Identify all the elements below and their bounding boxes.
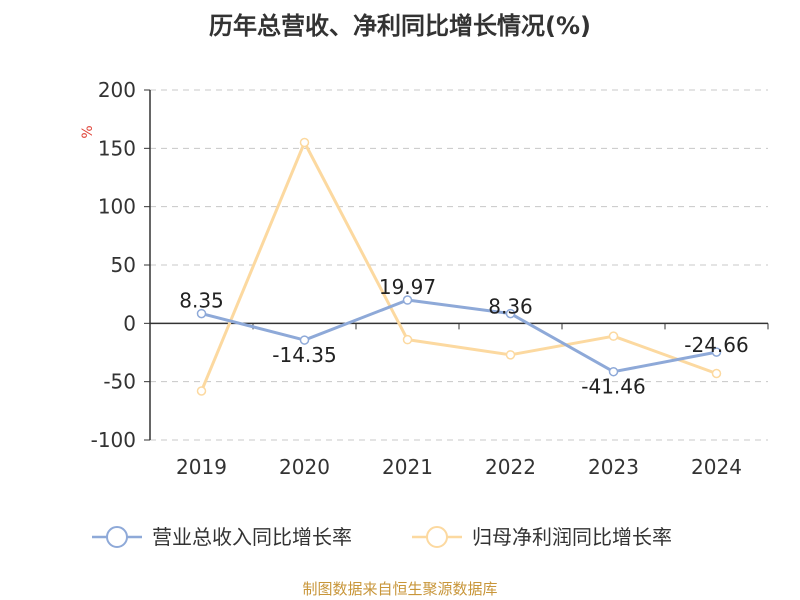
data-point [299, 335, 310, 345]
data-label: -41.46 [581, 375, 645, 399]
y-tick-label: 200 [98, 78, 136, 102]
data-label: 19.97 [379, 275, 436, 299]
x-tick-label: 2020 [279, 455, 330, 479]
y-tick-label: 150 [98, 136, 136, 160]
data-label: 8.36 [488, 295, 533, 319]
y-unit-label: % [80, 125, 96, 138]
y-tick-label: 50 [111, 253, 136, 277]
data-point [505, 350, 516, 360]
series-line [201, 298, 717, 374]
y-tick-label: 0 [123, 311, 136, 335]
axes: 200 150 100 50 0 -50 -100 2019 2020 2021 2022 2023 2… [80, 78, 769, 479]
data-point [402, 334, 413, 345]
data-label: 8.35 [179, 289, 224, 313]
x-tick-label: 2022 [485, 455, 536, 479]
data-label: -24.66 [684, 333, 748, 357]
grid-lines [150, 89, 768, 441]
y-tick-label: 100 [98, 195, 136, 219]
data-point [299, 137, 310, 148]
x-tick-label: 2024 [691, 455, 742, 479]
data-labels: 8.35 -14.35 19.97 8.36 -41.46 -24.66 [179, 275, 749, 399]
series-line [200, 141, 718, 392]
data-point [505, 308, 516, 319]
legend-marker-icon [106, 526, 128, 548]
legend-label: 归母净利润同比增长率 [472, 525, 672, 549]
data-point [402, 295, 413, 305]
data-label: -14.35 [272, 343, 336, 367]
legend-marker-icon [426, 526, 448, 548]
data-point [711, 368, 722, 379]
legend[interactable]: 营业总收入同比增长率 归母净利润同比增长率 [92, 525, 672, 549]
legend-label: 营业总收入同比增长率 [152, 525, 352, 549]
chart-title: 历年总营收、净利同比增长情况(%) [209, 12, 591, 40]
data-point [196, 386, 207, 396]
data-point [608, 366, 619, 377]
x-tick-label: 2023 [588, 455, 639, 479]
data-point [196, 308, 207, 319]
data-point [711, 347, 722, 357]
y-tick-label: -50 [103, 370, 136, 394]
x-tick-label: 2021 [382, 455, 433, 479]
x-tick-label: 2019 [176, 455, 227, 479]
source-credit: 制图数据来自恒生聚源数据库 [302, 580, 498, 598]
data-point [608, 331, 619, 341]
y-tick-label: -100 [91, 428, 136, 452]
series-lines [196, 137, 722, 396]
